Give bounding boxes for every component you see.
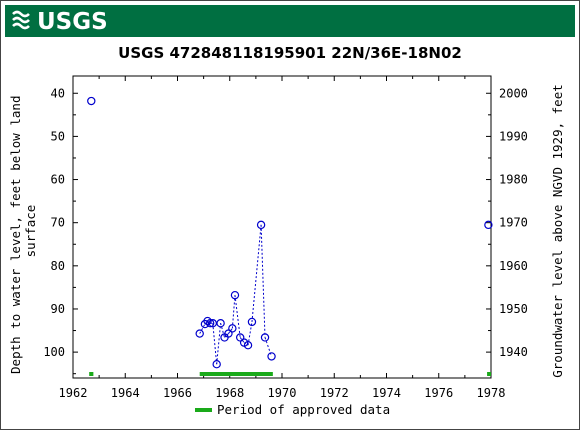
y-axis-left: 40 50 60 70 80 90 100: [43, 86, 78, 375]
x-tick-label: 1966: [163, 386, 192, 400]
data-point: [484, 220, 493, 230]
data-point: [228, 324, 237, 333]
y-axis-right-label: Groundwater level above NGVD 1929, feet: [550, 84, 565, 378]
series-line-segment: [231, 295, 236, 329]
y-right-tick-label: 1990: [499, 129, 528, 143]
approved-period-bar: [487, 372, 491, 376]
y-left-tick-label: 40: [51, 86, 65, 100]
usgs-wave-icon: [12, 10, 30, 30]
plot-frame: [72, 75, 492, 379]
x-tick-label: 1972: [320, 386, 349, 400]
y-left-tick-label: 100: [43, 345, 65, 359]
x-tick-label: 1974: [372, 386, 401, 400]
series-line-segment: [216, 323, 222, 365]
data-point: [212, 359, 221, 369]
series-line-segment: [224, 333, 229, 338]
approved-period-bar: [89, 372, 94, 376]
y-right-tick-label: 2000: [499, 86, 528, 100]
data-point: [216, 319, 225, 328]
data-point: [256, 220, 266, 230]
y-axis-right: 2000 1990 1980 1970 1960 1950 1940: [486, 86, 528, 375]
data-point: [247, 317, 257, 327]
data-point: [235, 333, 245, 342]
x-tick-label: 1978: [477, 386, 506, 400]
data-point: [260, 333, 270, 342]
y-right-tick-label: 1950: [499, 302, 528, 316]
data-point: [230, 290, 240, 300]
data-point: [267, 352, 276, 361]
y-right-tick-label: 1970: [499, 216, 528, 230]
approved-period-bar: [199, 372, 273, 376]
y-right-tick-label: 1940: [499, 345, 528, 359]
y-axis-left-label-line-2: surface: [23, 205, 38, 258]
series-line-segment: [212, 323, 218, 365]
series-line-segment: [228, 328, 233, 334]
data-point: [87, 96, 96, 106]
usgs-banner: USGS: [5, 5, 575, 37]
approved-periods: [89, 372, 491, 376]
x-axis: 1962 1964 1966 1968 1970 1972 1974 1976 1978: [59, 76, 506, 400]
series-line-segment: [234, 295, 241, 338]
data-point: [243, 341, 253, 350]
usgs-logo-text: USGS: [37, 9, 108, 35]
usgs-logo[interactable]: USGS: [11, 8, 131, 35]
x-tick-label: 1970: [268, 386, 297, 400]
series-points: [87, 96, 493, 369]
x-tick-label: 1962: [59, 386, 88, 400]
y-left-tick-label: 70: [51, 216, 65, 230]
data-point: [203, 316, 212, 326]
series-line-segment: [199, 323, 206, 334]
y-left-tick-label: 90: [51, 302, 65, 316]
data-point: [208, 319, 217, 328]
legend-swatch: [195, 408, 212, 412]
x-tick-label: 1964: [111, 386, 140, 400]
data-point: [195, 329, 204, 338]
legend-label: Period of approved data: [217, 402, 391, 417]
y-right-tick-label: 1980: [499, 173, 528, 187]
series-line-segment: [220, 323, 226, 338]
chart-title: USGS 472848118195901 22N/36E-18N02: [118, 44, 462, 62]
series-line-segment: [260, 224, 266, 338]
x-tick-label: 1968: [215, 386, 244, 400]
series-line-segment: [251, 224, 262, 322]
y-axis-left-label: Depth to water level, feet below land su…: [8, 88, 38, 374]
y-left-tick-label: 80: [51, 259, 65, 273]
y-right-tick-label: 1960: [499, 259, 528, 273]
x-tick-label: 1976: [424, 386, 453, 400]
data-point: [224, 329, 233, 338]
data-point: [205, 319, 215, 328]
y-left-tick-label: 50: [51, 129, 65, 143]
y-axis-left-label-line-1: Depth to water level, feet below land: [8, 96, 23, 374]
y-left-tick-label: 60: [51, 173, 65, 187]
series-line-segment: [239, 337, 245, 343]
series-lines: [199, 224, 273, 365]
